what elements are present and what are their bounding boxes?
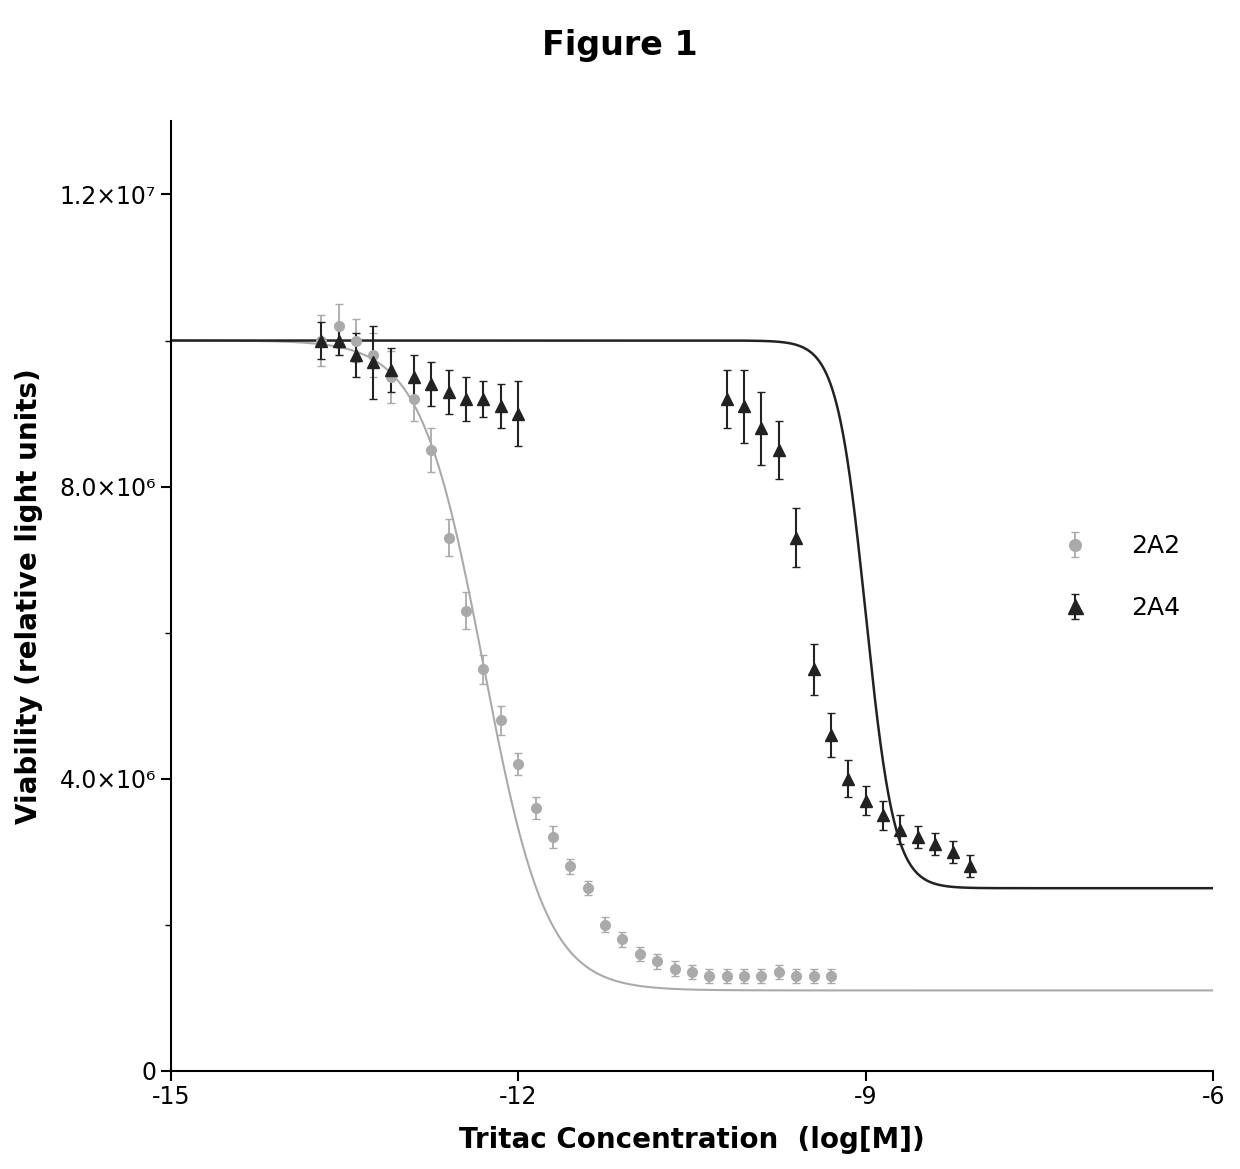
X-axis label: Tritac Concentration  (log[M]): Tritac Concentration (log[M]) bbox=[459, 1126, 925, 1154]
Text: Figure 1: Figure 1 bbox=[542, 29, 698, 62]
Y-axis label: Viability (relative light units): Viability (relative light units) bbox=[15, 368, 43, 824]
Legend: 2A2, 2A4: 2A2, 2A4 bbox=[1034, 525, 1190, 630]
